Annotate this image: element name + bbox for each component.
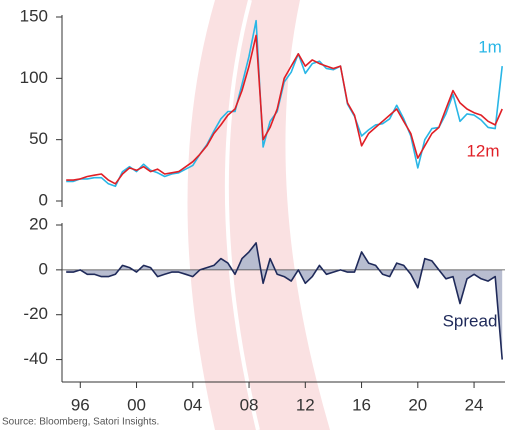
x-tick-label: 24 xyxy=(465,395,484,414)
y-tick-label: 0 xyxy=(39,259,48,278)
y-tick-label: -20 xyxy=(23,304,48,323)
x-tick-label: 08 xyxy=(240,395,259,414)
x-tick-label: 04 xyxy=(183,395,202,414)
x-tick-label: 12 xyxy=(296,395,315,414)
y-tick-label: -40 xyxy=(23,349,48,368)
y-tick-label: 0 xyxy=(39,190,48,209)
x-tick-label: 00 xyxy=(127,395,146,414)
series-label: 1m xyxy=(478,37,502,56)
series-label: Spread xyxy=(443,311,498,330)
y-tick-label: 100 xyxy=(20,68,48,87)
x-tick-label: 16 xyxy=(352,395,371,414)
x-tick-label: 20 xyxy=(408,395,427,414)
series-label: 12m xyxy=(466,141,499,160)
source: Source: Bloomberg, Satori Insights. xyxy=(2,417,159,428)
x-tick-label: 96 xyxy=(71,395,90,414)
page: {"chart_data": [ {"type": "line", "x": [… xyxy=(0,0,507,430)
chart: Source: Bloomberg, Satori Insights. 0 50 1… xyxy=(0,0,507,430)
y-tick-label: 20 xyxy=(29,214,48,233)
y-tick-label: 150 xyxy=(20,6,48,25)
y-tick-label: 50 xyxy=(29,129,48,148)
